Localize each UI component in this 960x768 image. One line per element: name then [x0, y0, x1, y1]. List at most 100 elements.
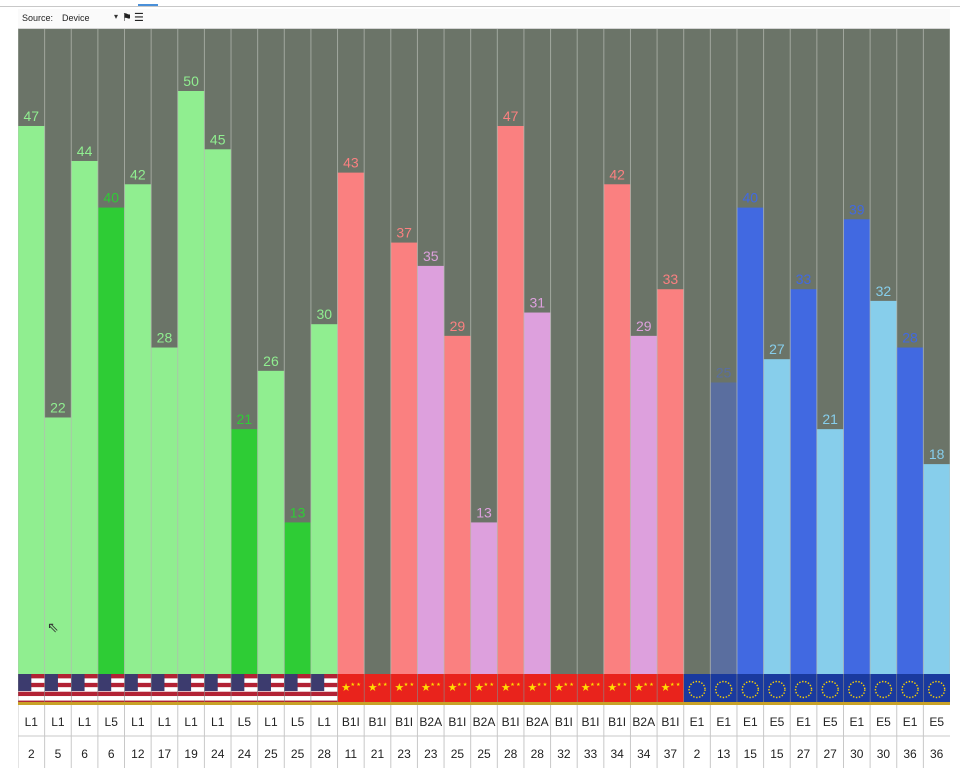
bar[interactable]: [44, 417, 72, 674]
flag-stripe: [151, 696, 178, 701]
bar[interactable]: [870, 300, 897, 674]
bar[interactable]: [843, 219, 871, 674]
tick-label-top: B2A: [632, 715, 655, 729]
flag-stripe: [71, 691, 98, 697]
data-label: 47: [24, 108, 40, 124]
bar[interactable]: [710, 382, 737, 675]
active-tab-indicator[interactable]: [138, 4, 158, 6]
data-label: 29: [636, 318, 652, 334]
star-icon: ★ ★: [484, 682, 495, 688]
tick-label-bottom: 33: [584, 747, 598, 761]
bar[interactable]: [896, 347, 924, 674]
bar[interactable]: [124, 184, 152, 674]
star-icon: ★ ★: [563, 682, 574, 688]
bar[interactable]: [444, 335, 471, 674]
bar[interactable]: [97, 207, 125, 674]
eu-flag-icon: [923, 674, 950, 705]
tick-label-bottom: 32: [557, 747, 571, 761]
tick-label-top: E1: [690, 715, 705, 729]
star-icon: ★: [394, 682, 404, 694]
star-icon: ★: [607, 682, 617, 694]
flag-icon[interactable]: ⚑: [122, 12, 132, 24]
bar[interactable]: [390, 242, 418, 674]
window-top-edge: [0, 0, 960, 7]
bar[interactable]: [177, 91, 205, 674]
flag-stripe: [97, 696, 125, 701]
bar[interactable]: [257, 370, 285, 674]
tick-label-top: B1I: [448, 715, 466, 729]
bar[interactable]: [790, 289, 817, 674]
star-ring-icon: [848, 680, 866, 699]
flag-stripe: [18, 691, 45, 697]
tick-label-bottom: 30: [877, 747, 891, 761]
bar[interactable]: [736, 207, 764, 674]
tick-label-top: E5: [876, 715, 891, 729]
star-icon: ★: [634, 682, 644, 694]
bar[interactable]: [923, 464, 950, 674]
flag-stripe: [124, 696, 152, 701]
star-icon: ★ ★: [510, 682, 521, 688]
tick-label-top: E5: [823, 715, 838, 729]
bar[interactable]: [523, 312, 551, 674]
tick-label-bottom: 25: [477, 747, 491, 761]
data-label: 47: [503, 108, 519, 124]
bar[interactable]: [657, 289, 684, 674]
eu-flag-icon: [790, 674, 817, 705]
data-label: 45: [210, 131, 226, 147]
bar[interactable]: [470, 522, 498, 674]
tick-label-bottom: 25: [264, 747, 278, 761]
bar[interactable]: [231, 429, 258, 674]
bar[interactable]: [816, 429, 844, 674]
tick-label-bottom: 28: [318, 747, 332, 761]
tick-label-bottom: 6: [81, 747, 88, 761]
data-label: 37: [396, 225, 412, 241]
flag-stripe: [177, 691, 205, 697]
chevron-down-icon[interactable]: ▾: [114, 12, 119, 21]
bar[interactable]: [151, 347, 178, 674]
bar[interactable]: [603, 184, 631, 674]
tick-label-bottom: 36: [903, 747, 917, 761]
data-label: 35: [423, 248, 439, 264]
bar[interactable]: [417, 265, 445, 674]
bar[interactable]: [310, 324, 338, 674]
tick-label-bottom: 24: [211, 747, 225, 761]
cn-flag-icon: [550, 674, 578, 705]
data-label: 42: [609, 166, 625, 182]
data-label: 40: [742, 190, 758, 206]
star-icon: ★ ★: [404, 682, 415, 688]
tick-label-top: E1: [796, 715, 811, 729]
tick-label-top: E5: [770, 715, 785, 729]
us-flag-icon: [177, 674, 192, 692]
bar[interactable]: [763, 359, 791, 674]
cn-flag-icon: [444, 674, 471, 705]
star-ring-icon: [901, 680, 919, 699]
data-label: 30: [316, 306, 332, 322]
bar[interactable]: [284, 522, 311, 674]
tick-label-top: E1: [903, 715, 918, 729]
data-label: 39: [849, 201, 865, 217]
flag-stripe: [231, 691, 258, 697]
flag-stripe: [204, 696, 232, 701]
bar[interactable]: [204, 149, 232, 675]
star-ring-icon: [874, 680, 893, 699]
bar[interactable]: [71, 160, 98, 674]
bar[interactable]: [497, 125, 524, 675]
tick-label-top: B2A: [419, 715, 442, 729]
bar[interactable]: [18, 125, 45, 675]
tick-label-bottom: 15: [770, 747, 784, 761]
bar[interactable]: [337, 172, 365, 674]
star-icon: ★: [661, 682, 671, 694]
bar[interactable]: [630, 335, 658, 674]
tick-label-bottom: 17: [158, 747, 172, 761]
us-flag-icon: [18, 674, 32, 692]
tick-label-top: B1I: [661, 715, 679, 729]
tick-label-top: B2A: [526, 715, 549, 729]
data-label: 44: [77, 143, 93, 159]
list-icon[interactable]: ☰: [134, 12, 144, 24]
tick-label-bottom: 23: [424, 747, 438, 761]
tick-label-bottom: 28: [504, 747, 518, 761]
star-ring-icon: [821, 680, 839, 699]
source-select[interactable]: Device: [62, 13, 90, 23]
data-label: 21: [822, 411, 838, 427]
tick-label-bottom: 12: [131, 747, 145, 761]
